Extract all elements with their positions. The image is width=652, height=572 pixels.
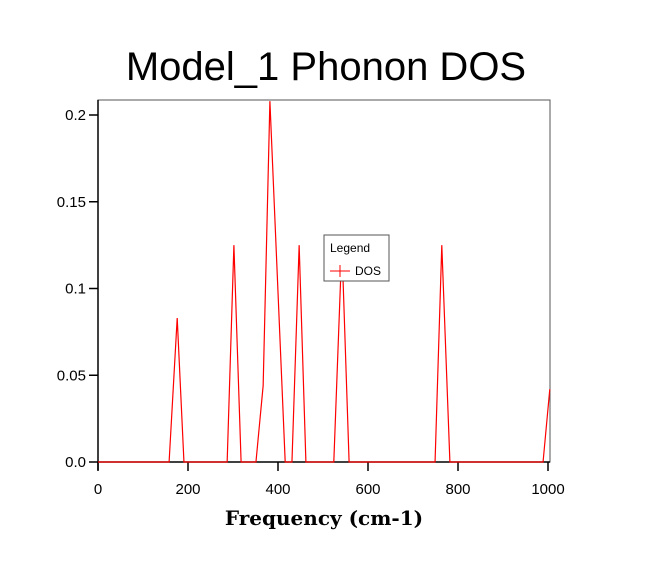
y-tick-label: 0.15 — [57, 194, 86, 211]
y-tick-label: 0.0 — [65, 454, 86, 471]
series-layer — [98, 101, 551, 463]
x-tick-label: 800 — [445, 481, 470, 498]
x-tick-label: 400 — [265, 481, 290, 498]
x-axis-label: Frequency (cm-1) — [225, 506, 423, 530]
x-tick-label: 600 — [355, 481, 380, 498]
legend-title: Legend — [330, 241, 370, 255]
series-line-dos — [98, 101, 551, 463]
y-tick-label: 0.1 — [65, 281, 86, 298]
legend: Legend DOS — [323, 234, 390, 282]
y-tick-label: 0.2 — [65, 107, 86, 124]
legend-entry-dos: DOS — [355, 264, 381, 278]
x-tick-label: 1000 — [531, 481, 564, 498]
chart-title: Model_1 Phonon DOS — [126, 45, 526, 89]
x-tick-label: 200 — [175, 481, 200, 498]
legend-box — [323, 234, 390, 282]
x-tick-label: 0 — [94, 481, 102, 498]
y-ticks: 0.0 0.05 0.1 0.15 0.2 — [57, 107, 98, 471]
x-ticks: 0 200 400 600 800 1000 — [94, 462, 565, 498]
y-tick-label: 0.05 — [57, 367, 86, 384]
